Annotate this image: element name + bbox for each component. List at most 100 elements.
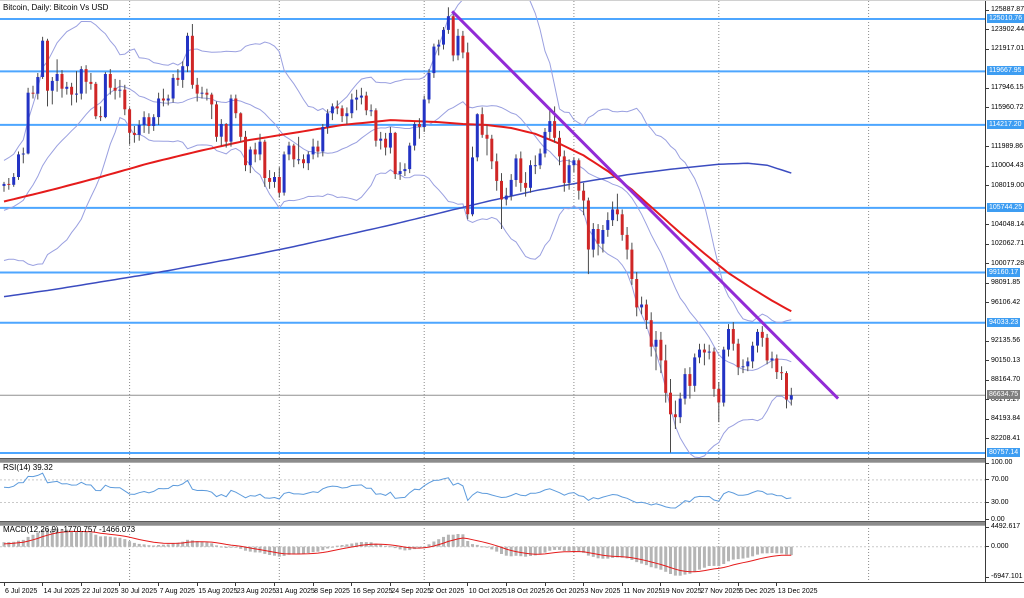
ma-200-line bbox=[3, 162, 792, 298]
candle-body bbox=[451, 16, 455, 56]
candle-body bbox=[345, 113, 349, 117]
main-price-pane[interactable] bbox=[0, 1, 985, 458]
trendline[interactable] bbox=[451, 10, 840, 400]
candle-body bbox=[591, 229, 595, 250]
candle-body bbox=[379, 138, 383, 141]
axis-tick bbox=[986, 165, 989, 167]
candle-body bbox=[364, 95, 368, 111]
candle-body bbox=[500, 180, 503, 200]
macd-histogram-bar bbox=[519, 546, 523, 557]
candle-body bbox=[123, 89, 127, 110]
candle-body bbox=[46, 40, 49, 91]
rsi-pane[interactable] bbox=[0, 462, 985, 521]
candle-body bbox=[640, 304, 644, 308]
candle-body bbox=[297, 159, 301, 161]
candle-body bbox=[181, 66, 185, 80]
macd-histogram-bar bbox=[244, 546, 247, 551]
macd-histogram-bar bbox=[736, 546, 740, 560]
price-tick-label: 86179.27 bbox=[991, 395, 1021, 403]
macd-histogram-bar bbox=[31, 534, 35, 547]
time-tick bbox=[274, 583, 275, 586]
macd-histogram-bar bbox=[471, 544, 474, 547]
candle-body bbox=[722, 349, 726, 403]
price-tick-label: 125887.87 bbox=[991, 6, 1024, 14]
ma-50-line bbox=[3, 119, 792, 313]
candle-body bbox=[55, 74, 59, 81]
candle-body bbox=[258, 141, 262, 155]
macd-histogram-bar bbox=[297, 546, 301, 554]
macd-histogram-bar bbox=[577, 546, 581, 552]
candle-body bbox=[712, 351, 716, 389]
candle-body bbox=[277, 177, 281, 193]
axis-tick bbox=[986, 526, 989, 528]
candle-body bbox=[113, 87, 117, 91]
sr-price-flag: 99160.17 bbox=[987, 267, 1021, 277]
time-tick bbox=[428, 583, 430, 586]
candle-body bbox=[678, 398, 682, 418]
candle-body bbox=[118, 89, 122, 91]
time-tick bbox=[158, 583, 160, 586]
macd-histogram-bar bbox=[485, 546, 489, 548]
axis-tick bbox=[986, 576, 989, 578]
macd-histogram-bar bbox=[630, 546, 634, 560]
macd-histogram-bar bbox=[765, 546, 769, 554]
candle-body bbox=[553, 121, 557, 138]
candle-body bbox=[108, 74, 112, 88]
macd-histogram-bar bbox=[70, 530, 74, 547]
time-tick bbox=[42, 583, 44, 586]
candle-body bbox=[50, 80, 54, 91]
candle-body bbox=[398, 171, 402, 174]
price-tick-label: 123902.44 bbox=[991, 25, 1024, 33]
candle-body bbox=[727, 329, 730, 350]
candle-body bbox=[688, 374, 692, 386]
candle-body bbox=[427, 73, 431, 100]
candle-body bbox=[524, 182, 528, 188]
candle-body bbox=[659, 339, 663, 361]
candle-body bbox=[94, 83, 98, 117]
time-axis[interactable]: 6 Jul 2025 14 Jul 2025 22 Jul 2025 30 Jul 2… bbox=[0, 582, 1024, 598]
macd-histogram-bar bbox=[785, 546, 788, 555]
price-tick-label: 98091.85 bbox=[991, 279, 1021, 286]
time-tick-label: 22 Jul 2025 bbox=[82, 588, 119, 595]
time-tick-label: 5 Dec 2025 bbox=[739, 588, 775, 595]
candle-body bbox=[306, 154, 310, 164]
candle-body bbox=[644, 304, 648, 321]
macd-histogram-bar bbox=[335, 545, 339, 547]
price-tick-label: 121917.01 bbox=[991, 45, 1024, 53]
rsi-tick-label: 30.00 bbox=[991, 498, 1009, 506]
candle-body bbox=[248, 149, 252, 166]
candle-body bbox=[475, 114, 479, 158]
macd-histogram-bar bbox=[12, 541, 16, 547]
candle-body bbox=[669, 392, 672, 415]
macd-histogram-bar bbox=[644, 546, 648, 566]
candle-body bbox=[558, 137, 561, 157]
candle-body bbox=[514, 158, 518, 180]
pane-divider[interactable] bbox=[0, 458, 986, 463]
axis-tick bbox=[986, 107, 989, 109]
candle-body bbox=[321, 127, 325, 152]
macd-pane[interactable] bbox=[0, 525, 985, 582]
candle-body bbox=[374, 110, 378, 141]
price-axis[interactable]: 125887.87 123902.44 121917.01 117946.15 1159… bbox=[985, 1, 1024, 582]
candle-body bbox=[780, 372, 784, 374]
axis-tick bbox=[986, 224, 989, 226]
pane-divider[interactable] bbox=[0, 521, 986, 526]
macd-tick-label: -6947.101 bbox=[991, 573, 1023, 580]
rsi-tick-label: 0.00 bbox=[991, 515, 1005, 523]
macd-histogram-bar bbox=[543, 546, 547, 553]
candle-body bbox=[702, 349, 706, 353]
time-tick-label: 15 Aug 2025 bbox=[198, 588, 238, 595]
macd-histogram-bar bbox=[340, 545, 344, 547]
candle-body bbox=[132, 132, 136, 135]
candle-body bbox=[504, 195, 508, 200]
macd-histogram-bar bbox=[611, 546, 615, 558]
time-tick-label: 18 Oct 2025 bbox=[507, 588, 546, 595]
macd-histogram-bar bbox=[490, 546, 494, 550]
sr-price-flag: 94033.23 bbox=[987, 317, 1021, 327]
candle-body bbox=[84, 69, 88, 82]
macd-histogram-bar bbox=[615, 546, 619, 558]
time-tick-label: 7 Aug 2025 bbox=[159, 588, 196, 595]
axis-tick bbox=[986, 379, 989, 381]
macd-histogram-bar bbox=[722, 546, 726, 564]
macd-histogram-bar bbox=[789, 546, 793, 556]
